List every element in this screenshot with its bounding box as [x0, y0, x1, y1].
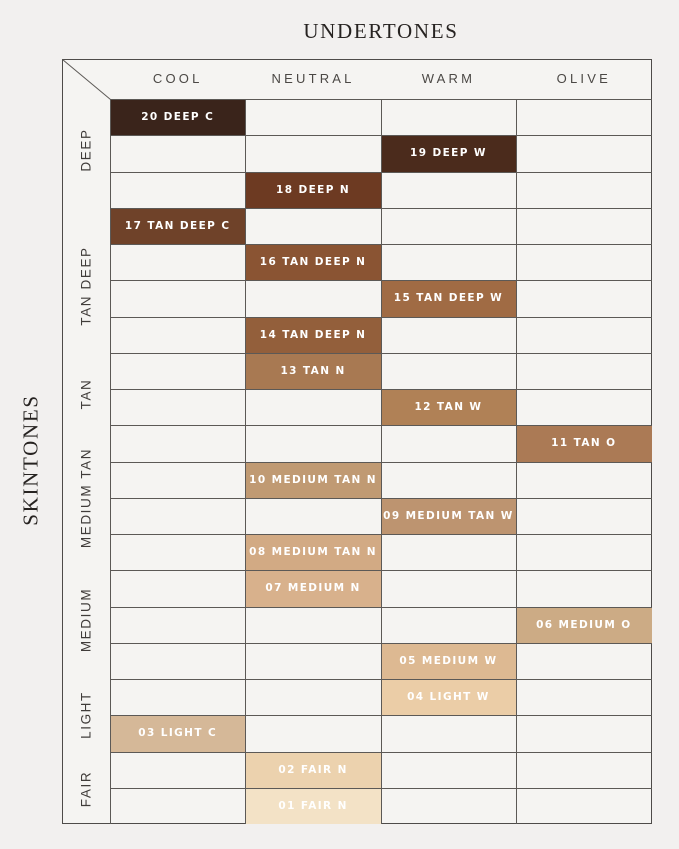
- grid-line: [110, 208, 652, 209]
- column-header-warm: WARM: [421, 71, 476, 86]
- row-group-label-light: LIGHT: [78, 691, 93, 739]
- shade-label: 05 MEDIUM W: [399, 654, 498, 667]
- shade-swatch-13-tan-n: 13 TAN N: [245, 352, 381, 389]
- shade-label: 04 LIGHT W: [407, 691, 490, 704]
- row-group-label-medium: MEDIUM: [78, 587, 93, 653]
- shade-label: 13 TAN N: [280, 364, 346, 377]
- shade-swatch-03-light-c: 03 LIGHT C: [110, 715, 246, 752]
- shade-swatch-20-deep-c: 20 DEEP C: [110, 99, 246, 136]
- shade-label: 12 TAN W: [414, 401, 483, 414]
- shade-swatch-06-medium-o: 06 MEDIUM O: [516, 606, 652, 643]
- grid-line: [110, 389, 652, 390]
- grid-line: [110, 534, 652, 535]
- shade-label: 09 MEDIUM TAN W: [383, 509, 514, 522]
- shade-swatch-05-medium-w: 05 MEDIUM W: [380, 642, 517, 679]
- shade-label: 02 FAIR N: [278, 763, 348, 776]
- shade-swatch-09-medium-tan-w: 09 MEDIUM TAN W: [380, 497, 517, 534]
- shade-label: 15 TAN DEEP W: [393, 292, 504, 305]
- row-group-label-deep: DEEP: [78, 128, 93, 172]
- shade-label: 06 MEDIUM O: [536, 618, 632, 631]
- grid-line: [110, 679, 652, 680]
- column-header-cool: COOL: [152, 71, 203, 86]
- shade-label: 20 DEEP C: [141, 111, 215, 124]
- grid-line: [110, 570, 652, 571]
- shade-swatch-11-tan-o: 11 TAN O: [516, 425, 652, 462]
- column-header-olive: OLIVE: [556, 71, 611, 86]
- shade-swatch-15-tan-deep-w: 15 TAN DEEP W: [380, 280, 517, 317]
- grid-line: [110, 643, 652, 644]
- row-group-label-tan-deep: TAN DEEP: [78, 246, 93, 326]
- shade-label: 18 DEEP N: [276, 183, 351, 196]
- shade-label: 03 LIGHT C: [138, 727, 218, 740]
- grid-line: [516, 99, 517, 824]
- skintones-axis-title: SKINTONES: [18, 394, 43, 526]
- grid-line: [110, 715, 652, 716]
- shade-label: 07 MEDIUM N: [265, 582, 361, 595]
- grid-line: [110, 752, 652, 753]
- shade-label: 16 TAN DEEP N: [259, 256, 367, 269]
- grid-line: [110, 498, 652, 499]
- grid-line: [110, 788, 652, 789]
- grid-line: [110, 607, 652, 608]
- column-header-neutral: NEUTRAL: [271, 71, 355, 86]
- grid-line: [110, 99, 652, 100]
- grid-line: [381, 99, 382, 824]
- row-group-label-fair: FAIR: [78, 770, 93, 808]
- shade-swatch-01-fair-n: 01 FAIR N: [245, 787, 381, 824]
- grid-line: [110, 425, 652, 426]
- shade-label: 10 MEDIUM TAN N: [249, 473, 377, 486]
- grid-line: [245, 99, 246, 824]
- shade-swatch-16-tan-deep-n: 16 TAN DEEP N: [245, 244, 381, 281]
- shade-swatch-07-medium-n: 07 MEDIUM N: [245, 570, 381, 607]
- row-group-label-medium-tan: MEDIUM TAN: [78, 447, 93, 549]
- grid-line: [110, 244, 652, 245]
- grid-line: [110, 317, 652, 318]
- undertones-title: UNDERTONES: [303, 19, 459, 43]
- shade-swatch-08-medium-tan-n: 08 MEDIUM TAN N: [245, 534, 381, 571]
- shade-swatch-10-medium-tan-n: 10 MEDIUM TAN N: [245, 461, 381, 498]
- shade-label: 17 TAN DEEP C: [124, 219, 231, 232]
- grid-line: [110, 462, 652, 463]
- shade-swatch-02-fair-n: 02 FAIR N: [245, 751, 381, 788]
- shade-swatch-17-tan-deep-c: 17 TAN DEEP C: [110, 207, 246, 244]
- grid-line: [110, 135, 652, 136]
- grid-line: [110, 172, 652, 173]
- shade-swatch-04-light-w: 04 LIGHT W: [380, 679, 517, 716]
- grid-line: [110, 99, 111, 824]
- shade-label: 01 FAIR N: [278, 799, 348, 812]
- shade-swatch-14-tan-deep-n: 14 TAN DEEP N: [245, 316, 381, 353]
- grid-line: [110, 353, 652, 354]
- shade-label: 14 TAN DEEP N: [259, 328, 367, 341]
- shade-label: 08 MEDIUM TAN N: [249, 546, 377, 559]
- shade-swatch-12-tan-w: 12 TAN W: [380, 389, 517, 426]
- shade-label: 11 TAN O: [551, 437, 617, 450]
- grid-line: [110, 280, 652, 281]
- shade-label: 19 DEEP W: [410, 147, 487, 160]
- shade-swatch-18-deep-n: 18 DEEP N: [245, 171, 381, 208]
- shade-swatch-19-deep-w: 19 DEEP W: [380, 135, 517, 172]
- row-group-label-tan: TAN: [78, 378, 93, 410]
